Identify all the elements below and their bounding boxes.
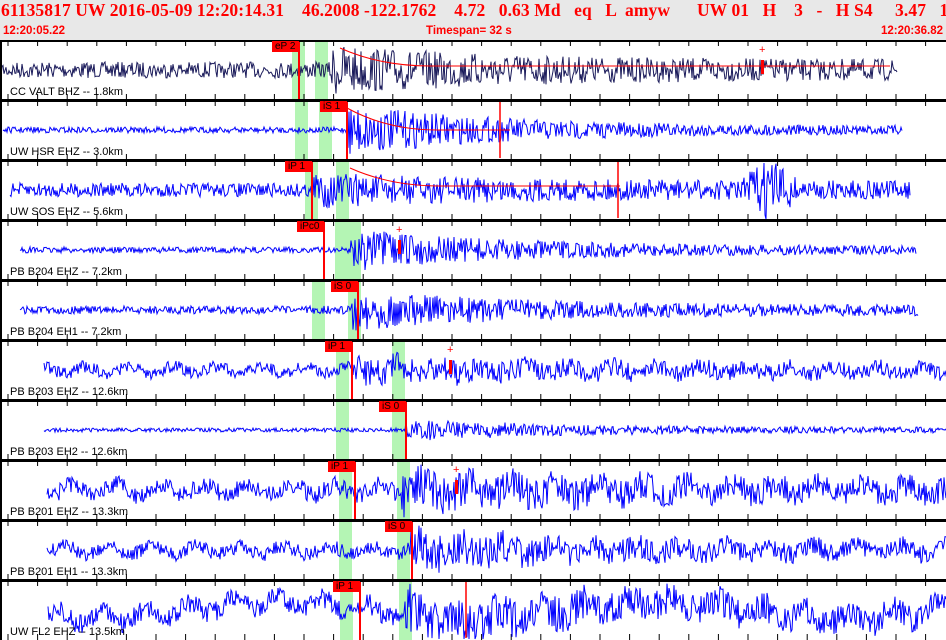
pick-window — [392, 402, 405, 460]
seismogram-trace — [2, 109, 903, 154]
amplitude-marker — [761, 60, 764, 74]
pick-window — [319, 102, 332, 160]
pick-window — [392, 342, 405, 400]
plus-marker: + — [447, 344, 453, 356]
trace-label: PB B203 EHZ -- 12.6km — [10, 386, 128, 398]
plus-marker: + — [396, 224, 402, 236]
event-header: 61135817 UW 2016-05-09 12:20:14.31 46.20… — [0, 0, 946, 40]
amplitude-marker — [398, 240, 401, 254]
phase-pick-flag[interactable]: iS 1 — [320, 101, 347, 112]
pick-window — [339, 522, 352, 580]
left-border — [0, 40, 2, 640]
phase-pick-flag[interactable]: iS 0 — [379, 401, 406, 412]
phase-pick-flag[interactable]: iPc0 — [297, 221, 324, 232]
pick-window — [336, 342, 349, 400]
coda-fit-line — [349, 167, 620, 187]
trace-label: UW FL2 EHZ -- 13.5km — [10, 626, 125, 638]
seismogram-trace — [19, 295, 919, 331]
trace-label: PB B204 EH1 -- 7.2km — [10, 326, 122, 338]
seismogram-trace — [43, 419, 946, 441]
start-time: 12:20:05.22 — [3, 25, 66, 37]
trace-separator — [0, 99, 946, 102]
waveform-panel[interactable]: + + + + eP 2 CC VALT BHZ -- 1.8km iS 1 UW HSR … — [0, 40, 946, 640]
trace-separator — [0, 519, 946, 522]
phase-pick-flag[interactable]: iP 1 — [325, 341, 352, 352]
trace-separator — [0, 159, 946, 162]
end-time: 12:20:36.82 — [880, 25, 943, 37]
seismogram-trace — [47, 583, 946, 640]
trace-separator — [0, 579, 946, 582]
seismogram-trace — [43, 351, 946, 387]
trace-separator — [0, 40, 946, 42]
trace-label: PB B201 EH1 -- 13.3km — [10, 566, 128, 578]
pick-window — [312, 282, 325, 340]
phase-pick-flag[interactable]: iS 0 — [331, 281, 358, 292]
plus-marker: + — [453, 464, 459, 476]
pick-window — [397, 522, 410, 580]
pick-window — [336, 402, 349, 460]
seismogram-trace — [19, 231, 917, 271]
trace-separator — [0, 399, 946, 402]
trace-label: PB B204 EHZ -- 7.2km — [10, 266, 122, 278]
seismogram-trace — [46, 525, 946, 573]
phase-pick-flag[interactable]: iS 0 — [385, 521, 412, 532]
seismogram-trace — [9, 162, 911, 220]
amplitude-marker — [449, 360, 452, 374]
plus-marker: + — [759, 44, 765, 56]
phase-pick-flag[interactable]: eP 2 — [272, 41, 299, 52]
trace-label: UW SOS EHZ -- 5.6km — [10, 206, 124, 218]
trace-label: PB B203 EH2 -- 12.6km — [10, 446, 128, 458]
pick-window — [335, 222, 348, 280]
amplitude-marker — [455, 480, 458, 494]
seismogram-trace — [46, 464, 946, 518]
phase-pick-flag[interactable]: iP 1 — [328, 461, 355, 472]
phase-pick-flag[interactable]: iP 1 — [285, 161, 312, 172]
trace-separator — [0, 219, 946, 222]
trace-label: CC VALT BHZ -- 1.8km — [10, 86, 124, 98]
waveform-canvas[interactable]: + + + + — [0, 40, 946, 640]
trace-separator — [0, 279, 946, 282]
trace-label: UW HSR EHZ -- 3.0km — [10, 146, 124, 158]
coda-fit-line — [346, 107, 510, 131]
timespan: Timespan= 32 s — [426, 25, 512, 37]
trace-label: PB B201 EHZ -- 13.3km — [10, 506, 128, 518]
phase-pick-flag[interactable]: iP 1 — [333, 581, 360, 592]
trace-separator — [0, 459, 946, 462]
event-summary: 61135817 UW 2016-05-09 12:20:14.31 46.20… — [1, 0, 946, 20]
coda-fit-line — [339, 47, 890, 67]
trace-separator — [0, 339, 946, 342]
